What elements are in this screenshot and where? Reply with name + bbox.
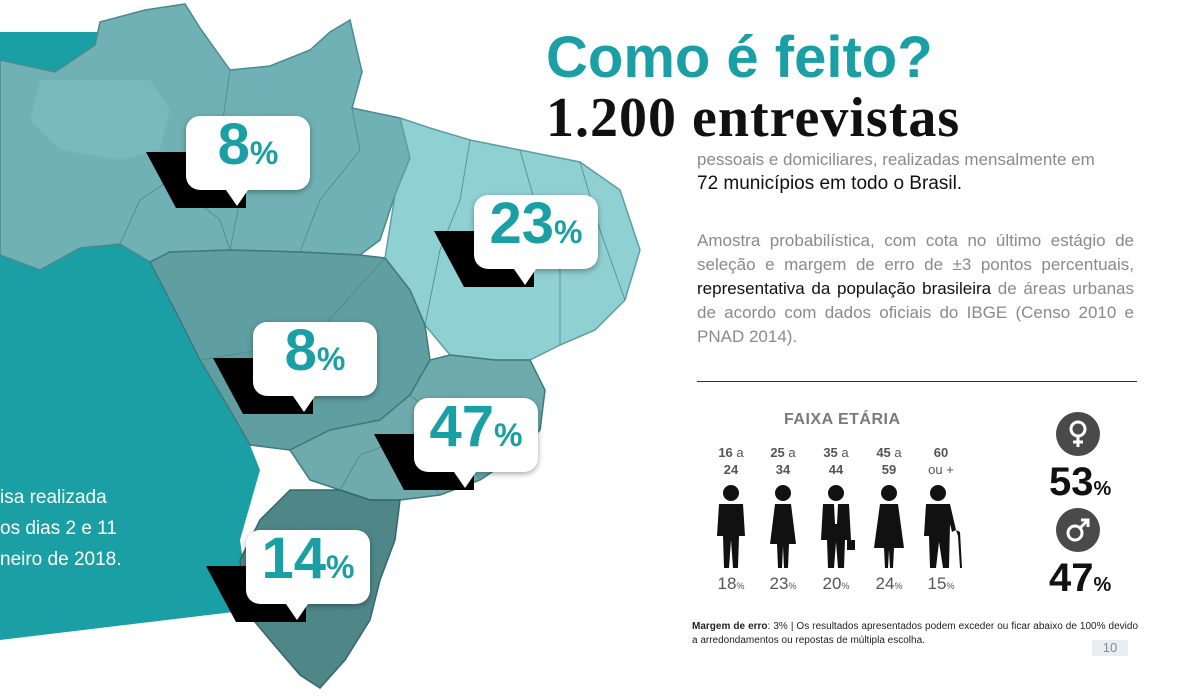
age-from: 16 [718, 445, 733, 460]
elderly-man-icon [924, 485, 962, 568]
female-pct: % [1093, 478, 1112, 500]
age-sep: a [736, 445, 744, 460]
description-2-part2: de áreas urbanas de acordo com dados ofi… [697, 279, 1134, 346]
age-range: 60 ou + [916, 444, 966, 478]
age-group-25-34: 25 a 34 23% [758, 444, 808, 593]
age-range: 35 a 44 [811, 444, 861, 478]
faixa-etaria-title: FAIXA ETÁRIA [784, 411, 901, 428]
callout-pct: % [494, 417, 523, 453]
callout-value: 8 [217, 112, 250, 177]
age-value: 18% [706, 574, 756, 594]
age-range: 45 a 59 [864, 444, 914, 478]
age-value-number: 24 [875, 574, 895, 593]
pesquisa-text: isa realizada os dias 2 e 11 neiro de 20… [0, 482, 122, 575]
age-value-pct: % [946, 581, 955, 591]
age-value-pct: % [788, 581, 797, 591]
margin-note: Margem de erro: 3% | Os resultados apres… [692, 620, 1138, 648]
description-2-bold: representativa da população brasileira [697, 279, 992, 298]
pesquisa-line: isa realizada [0, 487, 107, 508]
pesquisa-line: neiro de 2018. [0, 549, 122, 570]
male-icon [1056, 508, 1100, 552]
description-2-part1: Amostra probabilística, com cota no últi… [697, 231, 1134, 274]
age-value: 23% [758, 574, 808, 594]
age-group-16-24: 16 a 24 18% [706, 444, 756, 593]
female-icon [1056, 412, 1100, 456]
page-title: Como é feito? [546, 25, 933, 90]
age-value: 24% [864, 574, 914, 594]
young-man-icon [717, 485, 745, 568]
callout-pct: % [249, 135, 279, 171]
callout-value: 47 [429, 394, 495, 459]
callout-value: 23 [489, 191, 555, 256]
page-number: 10 [1092, 640, 1128, 656]
age-value: 15% [916, 574, 966, 594]
margin-note-label: Margem de erro [692, 621, 768, 632]
age-to: 34 [775, 462, 791, 477]
young-woman-icon [770, 485, 796, 568]
pesquisa-line: os dias 2 e 11 [0, 518, 117, 539]
callout-value: 8 [284, 318, 317, 383]
businessman-icon [821, 485, 855, 568]
page-subtitle: 1.200 entrevistas [546, 87, 961, 149]
age-value-number: 23 [769, 574, 789, 593]
age-to: 44 [828, 462, 844, 477]
age-sep: a [894, 445, 902, 460]
margin-note-text: : 3% | Os resultados apresentados podem … [692, 621, 1139, 646]
male-pct: % [1093, 574, 1112, 596]
age-from: 60 [933, 445, 949, 460]
age-value-pct: % [841, 581, 850, 591]
age-from: 45 [876, 445, 891, 460]
callout-pct: % [316, 341, 346, 377]
description-1: pessoais e domiciliares, realizadas mens… [697, 148, 1134, 196]
age-group-35-44: 35 a 44 20% [811, 444, 861, 593]
age-value-number: 15 [927, 574, 947, 593]
age-group-60-plus: 60 ou + 15% [916, 444, 966, 593]
age-to: 59 [881, 462, 897, 477]
female-value: 53% [1049, 460, 1111, 505]
callout-pct: % [326, 549, 355, 585]
age-group-45-59: 45 a 59 24% [864, 444, 914, 593]
age-value-number: 20 [822, 574, 842, 593]
age-sep: a [841, 445, 849, 460]
description-2: Amostra probabilística, com cota no últi… [697, 229, 1134, 349]
woman-icon [874, 485, 904, 568]
age-value: 20% [811, 574, 861, 594]
age-range: 25 a 34 [758, 444, 808, 478]
female-number: 53 [1049, 460, 1094, 504]
male-number: 47 [1049, 556, 1094, 600]
age-to: ou + [928, 462, 954, 477]
age-value-number: 18 [717, 574, 737, 593]
description-1-gray: pessoais e domiciliares, realizadas mens… [697, 150, 1095, 169]
age-from: 25 [770, 445, 785, 460]
age-value-pct: % [894, 581, 903, 591]
male-value: 47% [1049, 556, 1111, 601]
age-range: 16 a 24 [706, 444, 756, 478]
age-to: 24 [723, 462, 739, 477]
age-from: 35 [823, 445, 838, 460]
callout-value: 14 [261, 526, 327, 591]
age-sep: a [788, 445, 796, 460]
divider [697, 381, 1137, 382]
description-1-dark: 72 municípios em todo o Brasil. [697, 173, 963, 194]
map-region-norte-light [30, 80, 170, 160]
callout-pct: % [554, 214, 583, 250]
age-value-pct: % [736, 581, 745, 591]
